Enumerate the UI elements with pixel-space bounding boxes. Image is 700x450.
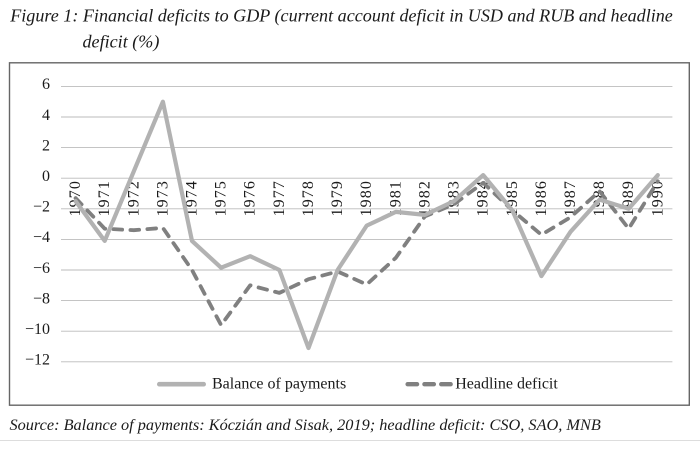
svg-text:deficit (%): deficit (%): [83, 31, 160, 52]
svg-text:1980: 1980: [358, 180, 375, 216]
svg-text:1977: 1977: [271, 180, 288, 216]
svg-text:2: 2: [42, 137, 50, 154]
svg-text:−6: −6: [33, 260, 50, 277]
svg-text:Headline deficit: Headline deficit: [455, 376, 558, 393]
svg-text:−8: −8: [33, 290, 50, 307]
svg-text:1981: 1981: [387, 180, 404, 216]
svg-text:1974: 1974: [184, 180, 201, 216]
svg-text:−12: −12: [25, 352, 50, 369]
svg-text:1978: 1978: [300, 180, 317, 216]
svg-text:1976: 1976: [242, 180, 259, 216]
svg-text:1990: 1990: [649, 180, 666, 216]
svg-text:4: 4: [42, 107, 50, 124]
svg-text:1986: 1986: [533, 180, 550, 216]
svg-text:1987: 1987: [562, 180, 579, 216]
svg-text:1975: 1975: [213, 180, 230, 216]
svg-text:−2: −2: [33, 199, 50, 216]
svg-text:Source: Balance of payments: K: Source: Balance of payments: Kóczián and…: [10, 415, 601, 434]
svg-text:1979: 1979: [329, 180, 346, 216]
svg-text:−4: −4: [33, 229, 50, 246]
svg-text:Balance of payments: Balance of payments: [212, 376, 346, 393]
svg-text:1973: 1973: [154, 180, 171, 216]
svg-text:6: 6: [42, 76, 50, 93]
svg-text:−10: −10: [25, 321, 50, 338]
svg-text:1982: 1982: [416, 180, 433, 216]
svg-text:0: 0: [42, 168, 50, 185]
svg-text:1971: 1971: [96, 180, 113, 216]
svg-text:1972: 1972: [125, 180, 142, 216]
svg-text:1989: 1989: [620, 180, 637, 216]
svg-text:Figure 1: Financial deficits t: Figure 1: Financial deficits to GDP (cur…: [9, 5, 673, 26]
svg-text:1983: 1983: [446, 180, 463, 216]
